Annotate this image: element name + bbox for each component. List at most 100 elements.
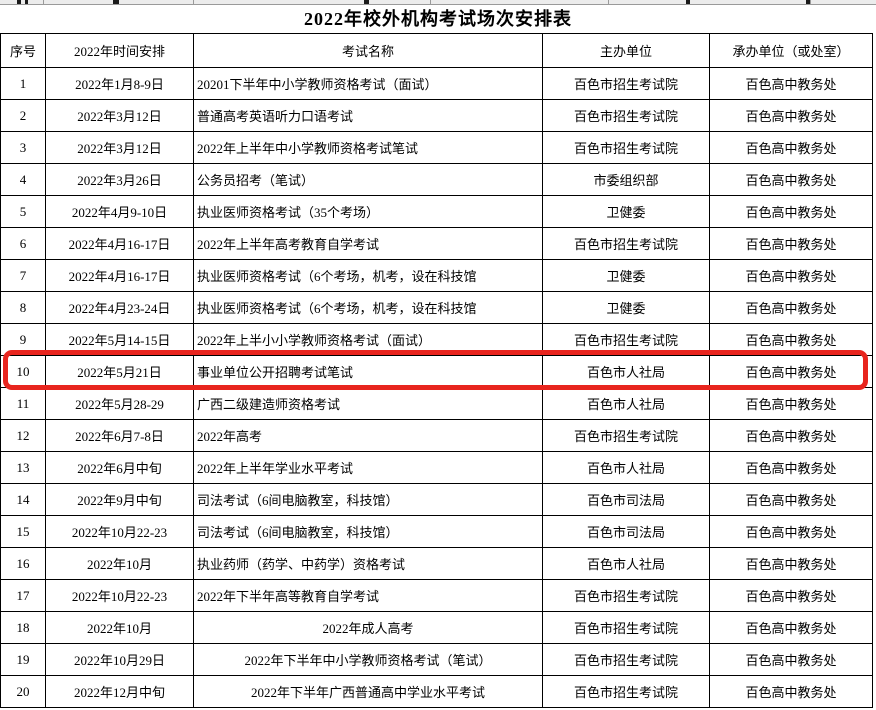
col-header-exam: 考试名称 (193, 33, 543, 68)
cell-undertaker: 百色高中教务处 (709, 387, 873, 420)
cell-host: 百色市招生考试院 (542, 227, 710, 260)
cell-undertaker: 百色高中教务处 (709, 195, 873, 228)
cell-time: 2022年3月12日 (45, 131, 194, 164)
table-row: 9 2022年5月14-15日 2022年上半小小学教师资格考试（面试） 百色市招生考… (0, 323, 873, 356)
cell-no: 4 (0, 163, 46, 196)
cell-exam: 2022年下半年高等教育自学考试 (193, 579, 543, 612)
cell-no: 10 (0, 355, 46, 388)
col-header-undertaker: 承办单位（或处室） (709, 33, 873, 68)
cell-no: 8 (0, 291, 46, 324)
table-row: 1 2022年1月8-9日 20201下半年中小学教师资格考试（面试） 百色市招生考试… (0, 67, 873, 100)
cell-undertaker: 百色高中教务处 (709, 547, 873, 580)
clipped-content-mark (25, 0, 28, 4)
table-row: 2 2022年3月12日 普通高考英语听力口语考试 百色市招生考试院 百色高中教务处 (0, 99, 873, 132)
cell-undertaker: 百色高中教务处 (709, 259, 873, 292)
cell-no: 16 (0, 547, 46, 580)
cell-exam: 2022年上半年学业水平考试 (193, 451, 543, 484)
cell-host: 百色市招生考试院 (542, 323, 710, 356)
cell-time: 2022年5月14-15日 (45, 323, 194, 356)
cell-no: 2 (0, 99, 46, 132)
cell-host: 百色市招生考试院 (542, 131, 710, 164)
table-row: 15 2022年10月22-23 司法考试（6间电脑教室，科技馆） 百色市司法局 百色高… (0, 515, 873, 548)
cell-undertaker: 百色高中教务处 (709, 643, 873, 676)
table-row: 19 2022年10月29日 2022年下半年中小学教师资格考试（笔试） 百色市招生考… (0, 643, 873, 676)
cell-undertaker: 百色高中教务处 (709, 611, 873, 644)
cell-host: 百色市人社局 (542, 547, 710, 580)
cell-time: 2022年10月 (45, 547, 194, 580)
cell-undertaker: 百色高中教务处 (709, 483, 873, 516)
grid-divider (193, 0, 194, 4)
cell-host: 百色市招生考试院 (542, 99, 710, 132)
cell-time: 2022年4月16-17日 (45, 227, 194, 260)
cell-host: 百色市招生考试院 (542, 67, 710, 100)
cell-no: 7 (0, 259, 46, 292)
cell-no: 13 (0, 451, 46, 484)
cell-host: 百色市招生考试院 (542, 419, 710, 452)
cell-exam: 2022年上半年中小学教师资格考试笔试 (193, 131, 543, 164)
cell-host: 百色市招生考试院 (542, 579, 710, 612)
clipped-content-mark (17, 0, 21, 4)
cell-undertaker: 百色高中教务处 (709, 131, 873, 164)
clipped-content-mark (113, 0, 119, 4)
cell-no: 17 (0, 579, 46, 612)
cell-exam: 2022年成人高考 (193, 611, 543, 644)
cell-undertaker: 百色高中教务处 (709, 579, 873, 612)
grid-divider (43, 0, 44, 4)
cell-undertaker: 百色高中教务处 (709, 419, 873, 452)
table-row: 18 2022年10月 2022年成人高考 百色市招生考试院 百色高中教务处 (0, 611, 873, 644)
cell-no: 5 (0, 195, 46, 228)
clipped-content-mark (806, 0, 810, 4)
table-row: 11 2022年5月28-29 广西二级建造师资格考试 百色市人社局 百色高中教务处 (0, 387, 873, 420)
grid-divider (810, 0, 811, 4)
cell-host: 百色市司法局 (542, 515, 710, 548)
cell-exam: 2022年下半年中小学教师资格考试（笔试） (193, 643, 543, 676)
cell-undertaker: 百色高中教务处 (709, 323, 873, 356)
cell-time: 2022年4月23-24日 (45, 291, 194, 324)
cell-no: 15 (0, 515, 46, 548)
cell-time: 2022年6月中旬 (45, 451, 194, 484)
cell-host: 百色市人社局 (542, 387, 710, 420)
cell-host: 百色市人社局 (542, 451, 710, 484)
cell-undertaker: 百色高中教务处 (709, 451, 873, 484)
cell-exam: 司法考试（6间电脑教室，科技馆） (193, 483, 543, 516)
cell-time: 2022年1月8-9日 (45, 67, 194, 100)
cell-exam: 执业医师资格考试（6个考场，机考，设在科技馆 (193, 291, 543, 324)
cell-no: 14 (0, 483, 46, 516)
cell-time: 2022年10月 (45, 611, 194, 644)
cell-exam: 2022年上半小小学教师资格考试（面试） (193, 323, 543, 356)
cell-exam: 公务员招考（笔试） (193, 163, 543, 196)
cell-time: 2022年10月22-23 (45, 515, 194, 548)
cell-time: 2022年3月26日 (45, 163, 194, 196)
cell-host: 百色市招生考试院 (542, 643, 710, 676)
cell-exam: 司法考试（6间电脑教室，科技馆） (193, 515, 543, 548)
page-title: 2022年校外机构考试场次安排表 (304, 9, 572, 29)
cell-no: 11 (0, 387, 46, 420)
col-header-host: 主办单位 (542, 33, 710, 68)
table-row: 8 2022年4月23-24日 执业医师资格考试（6个考场，机考，设在科技馆 卫健委百… (0, 291, 873, 324)
clipped-content-mark (686, 0, 690, 4)
cell-host: 百色市司法局 (542, 483, 710, 516)
cell-no: 9 (0, 323, 46, 356)
cell-exam: 事业单位公开招聘考试笔试 (193, 355, 543, 388)
cell-exam: 2022年上半年高考教育自学考试 (193, 227, 543, 260)
cell-undertaker: 百色高中教务处 (709, 291, 873, 324)
cell-no: 20 (0, 675, 46, 708)
cell-undertaker: 百色高中教务处 (709, 67, 873, 100)
cell-host: 卫健委 (542, 291, 710, 324)
table-row: 20 2022年12月中旬 2022年下半年广西普通高中学业水平考试 百色市招生考试院… (0, 675, 873, 708)
cell-host: 卫健委 (542, 259, 710, 292)
table-row: 12 2022年6月7-8日 2022年高考 百色市招生考试院 百色高中教务处 (0, 419, 873, 452)
cell-exam: 执业药师（药学、中药学）资格考试 (193, 547, 543, 580)
cell-undertaker: 百色高中教务处 (709, 515, 873, 548)
cell-no: 19 (0, 643, 46, 676)
table-row: 13 2022年6月中旬 2022年上半年学业水平考试 百色市人社局 百色高中教务处 (0, 451, 873, 484)
cell-time: 2022年9月中旬 (45, 483, 194, 516)
spreadsheet-row-remnant (0, 0, 876, 5)
table-row: 14 2022年9月中旬 司法考试（6间电脑教室，科技馆） 百色市司法局 百色高中教务处 (0, 483, 873, 516)
cell-exam: 普通高考英语听力口语考试 (193, 99, 543, 132)
cell-time: 2022年3月12日 (45, 99, 194, 132)
cell-host: 卫健委 (542, 195, 710, 228)
table-row: 4 2022年3月26日 公务员招考（笔试） 市委组织部 百色高中教务处 (0, 163, 873, 196)
cell-exam: 执业医师资格考试（6个考场，机考，设在科技馆 (193, 259, 543, 292)
